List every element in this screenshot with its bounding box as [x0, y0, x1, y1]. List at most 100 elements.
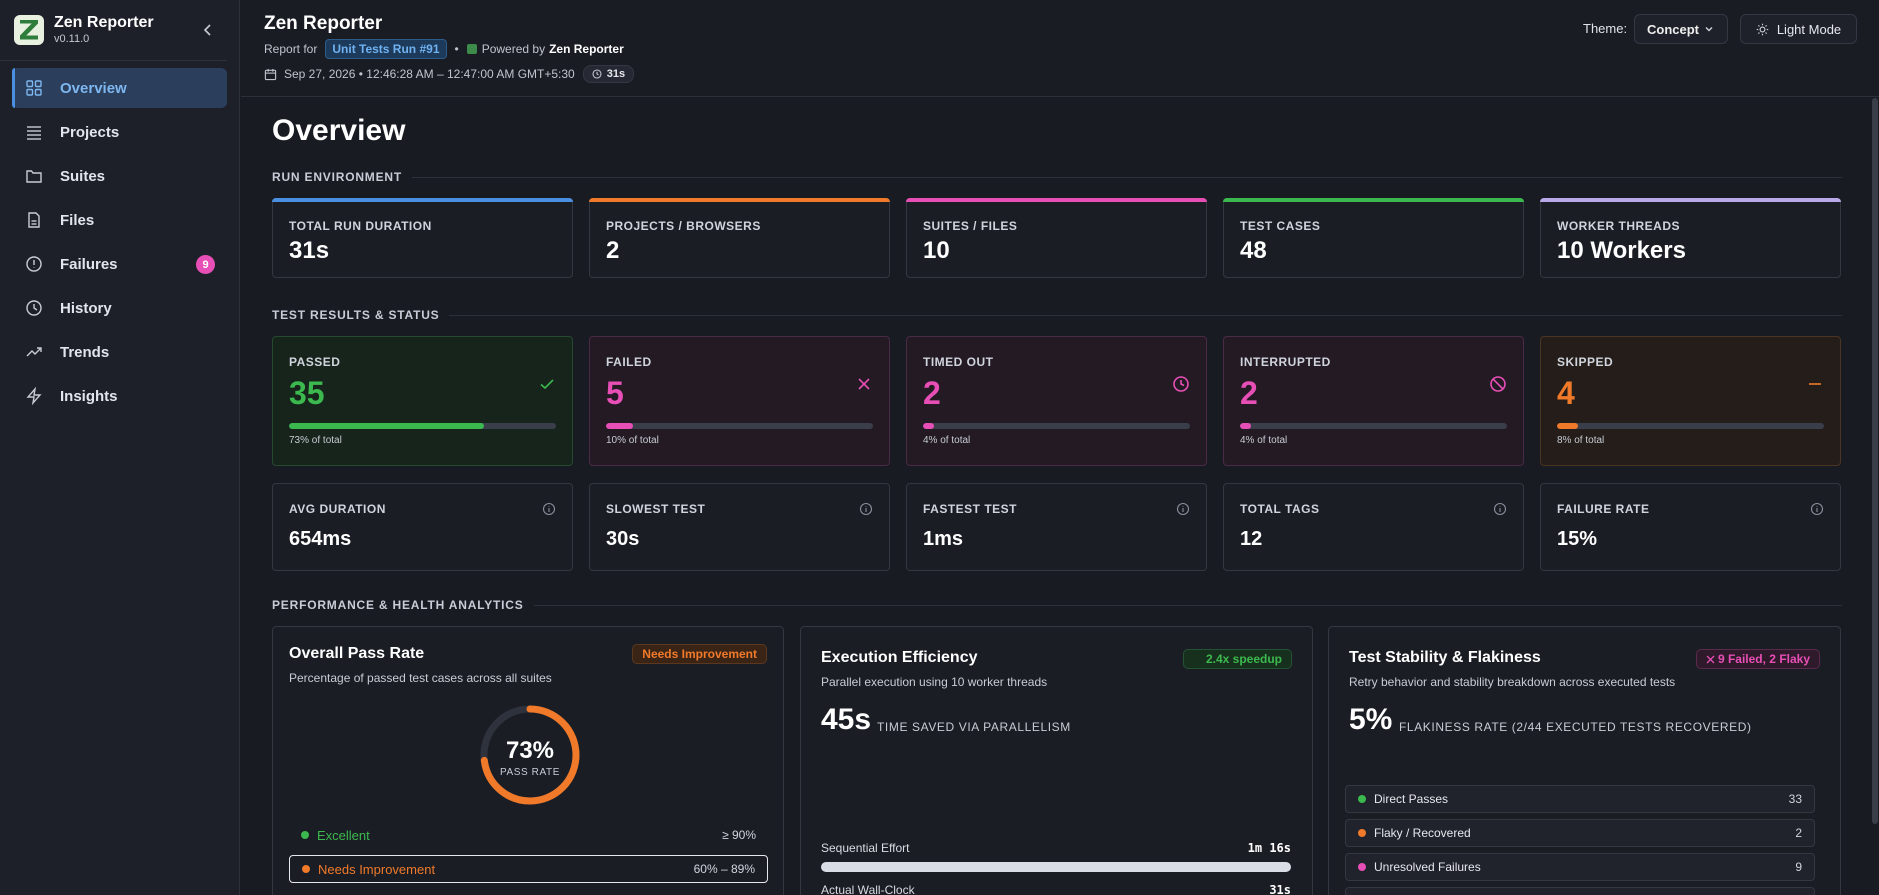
- status-progress-bar: [1557, 423, 1824, 429]
- sidebar-item-projects[interactable]: Projects: [12, 112, 227, 152]
- row-count: 2: [1795, 826, 1802, 840]
- status-value: 2: [923, 375, 941, 411]
- check-icon: [538, 375, 556, 393]
- card-value: 48: [1240, 237, 1267, 264]
- sidebar-item-overview[interactable]: Overview: [12, 68, 227, 108]
- theme-select[interactable]: Concept: [1634, 14, 1728, 44]
- header: Zen Reporter Report for Unit Tests Run #…: [241, 0, 1879, 97]
- status-percent: 4% of total: [1240, 435, 1288, 446]
- scrollbar-thumb[interactable]: [1872, 98, 1878, 824]
- brand[interactable]: Zen Reporter v0.11.0: [14, 14, 154, 45]
- legend-range: ≥ 90%: [722, 828, 756, 842]
- flakiness-rate-value: 5%: [1349, 703, 1393, 736]
- sun-icon: [1756, 23, 1769, 36]
- pass-rate-card: Overall Pass Rate Percentage of passed t…: [272, 626, 784, 895]
- status-card-interrupted[interactable]: INTERRUPTED 2 4% of total: [1223, 336, 1524, 466]
- metric-value: 654ms: [289, 528, 352, 550]
- status-value: 5: [606, 375, 624, 411]
- time-saved-value: 45s: [821, 703, 872, 736]
- card-label: SUITES / FILES: [923, 219, 1018, 233]
- section-run-environment: RUN ENVIRONMENT: [272, 169, 1842, 185]
- env-card-suites: SUITES / FILES 10: [906, 198, 1207, 278]
- pass-rate-value: 73%: [505, 737, 555, 764]
- row-dot: [1358, 863, 1366, 871]
- sidebar-item-label: Suites: [60, 167, 106, 185]
- sidebar-item-label: Failures: [60, 255, 118, 273]
- folder-icon: [24, 166, 44, 186]
- stability-row-flaky: Flaky / Recovered 2: [1345, 819, 1815, 847]
- donut-arc: [480, 705, 580, 805]
- sequential-label: Sequential Effort: [821, 841, 910, 855]
- powered-by-name[interactable]: Zen Reporter: [549, 42, 624, 56]
- card-accent: [1223, 198, 1524, 202]
- sidebar-item-label: Overview: [60, 79, 127, 97]
- info-icon[interactable]: [1493, 502, 1507, 516]
- row-dot: [1358, 829, 1366, 837]
- chevron-down-icon: [1703, 23, 1715, 38]
- info-icon[interactable]: [859, 502, 873, 516]
- legend-label: Needs Improvement: [318, 861, 436, 877]
- wall-clock-row: Actual Wall-Clock 31s: [821, 883, 1291, 895]
- metric-card-avg-duration: AVG DURATION 654ms: [272, 483, 573, 571]
- health-status-badge: Needs Improvement: [632, 644, 767, 664]
- status-card-skipped[interactable]: SKIPPED 4 8% of total: [1540, 336, 1841, 466]
- card-value: 31s: [289, 237, 330, 264]
- card-accent: [589, 198, 890, 202]
- card-label: TOTAL RUN DURATION: [289, 219, 432, 233]
- status-progress-bar: [606, 423, 873, 429]
- brand-version: v0.11.0: [54, 33, 90, 45]
- metric-value: 30s: [606, 528, 640, 550]
- duration-value: 31s: [606, 68, 626, 80]
- status-card-timed-out[interactable]: TIMED OUT 2 4% of total: [906, 336, 1207, 466]
- card-title: Execution Efficiency: [821, 649, 978, 666]
- metric-card-slowest-test: SLOWEST TEST 30s: [589, 483, 890, 571]
- stability-row-direct-passes: Direct Passes 33: [1345, 785, 1815, 813]
- x-icon: [1706, 655, 1715, 664]
- card-title: Test Stability & Flakiness: [1349, 649, 1541, 666]
- card-label: PROJECTS / BROWSERS: [606, 219, 761, 233]
- sidebar-item-suites[interactable]: Suites: [12, 156, 227, 196]
- status-label: SKIPPED: [1557, 355, 1614, 369]
- duration-badge: 31s: [582, 65, 635, 83]
- main-scrollbar[interactable]: [1871, 98, 1879, 895]
- sequential-value: 1m 16s: [1247, 841, 1291, 855]
- sidebar-item-failures[interactable]: Failures 9: [12, 244, 227, 284]
- status-card-failed[interactable]: FAILED 5 10% of total: [589, 336, 890, 466]
- row-count: 9: [1795, 860, 1802, 874]
- sidebar-item-label: History: [60, 299, 112, 317]
- row-label: Direct Passes: [1374, 792, 1449, 806]
- info-icon[interactable]: [1176, 502, 1190, 516]
- sidebar-item-history[interactable]: History: [12, 288, 227, 328]
- sidebar-item-label: Insights: [60, 387, 118, 405]
- metric-label: FAILURE RATE: [1557, 502, 1650, 516]
- card-accent: [272, 198, 573, 202]
- theme-select-value: Concept: [1647, 21, 1699, 37]
- sidebar-item-files[interactable]: Files: [12, 200, 227, 240]
- chevron-left-icon[interactable]: [198, 20, 218, 40]
- metric-label: TOTAL TAGS: [1240, 502, 1320, 516]
- sidebar-item-trends[interactable]: Trends: [12, 332, 227, 372]
- separator: •: [454, 42, 459, 56]
- pass-rate-caption: PASS RATE: [499, 767, 561, 778]
- metric-value: 1ms: [923, 528, 964, 550]
- sidebar-item-insights[interactable]: Insights: [12, 376, 227, 416]
- light-mode-button[interactable]: Light Mode: [1740, 14, 1857, 44]
- card-subtitle: Retry behavior and stability breakdown a…: [1349, 675, 1676, 689]
- info-icon[interactable]: [542, 502, 556, 516]
- report-meta: Report for Unit Tests Run #91 • Powered …: [264, 39, 624, 59]
- metric-card-total-tags: TOTAL TAGS 12: [1223, 483, 1524, 571]
- run-name-badge[interactable]: Unit Tests Run #91: [325, 39, 447, 59]
- minus-icon: [1806, 375, 1824, 393]
- row-dot: [1358, 795, 1366, 803]
- status-card-passed[interactable]: PASSED 35 73% of total: [272, 336, 573, 466]
- file-icon: [24, 210, 44, 230]
- list-icon: [24, 122, 44, 142]
- section-test-results: TEST RESULTS & STATUS: [272, 307, 1842, 323]
- run-date-range: Sep 27, 2026 • 12:46:28 AM – 12:47:00 AM…: [284, 67, 575, 81]
- sidebar: Zen Reporter v0.11.0 Overview Projects S…: [0, 0, 240, 895]
- status-progress-bar: [1240, 423, 1507, 429]
- status-progress-bar: [289, 423, 556, 429]
- env-card-projects: PROJECTS / BROWSERS 2: [589, 198, 890, 278]
- wall-clock-label: Actual Wall-Clock: [821, 883, 915, 895]
- info-icon[interactable]: [1810, 502, 1824, 516]
